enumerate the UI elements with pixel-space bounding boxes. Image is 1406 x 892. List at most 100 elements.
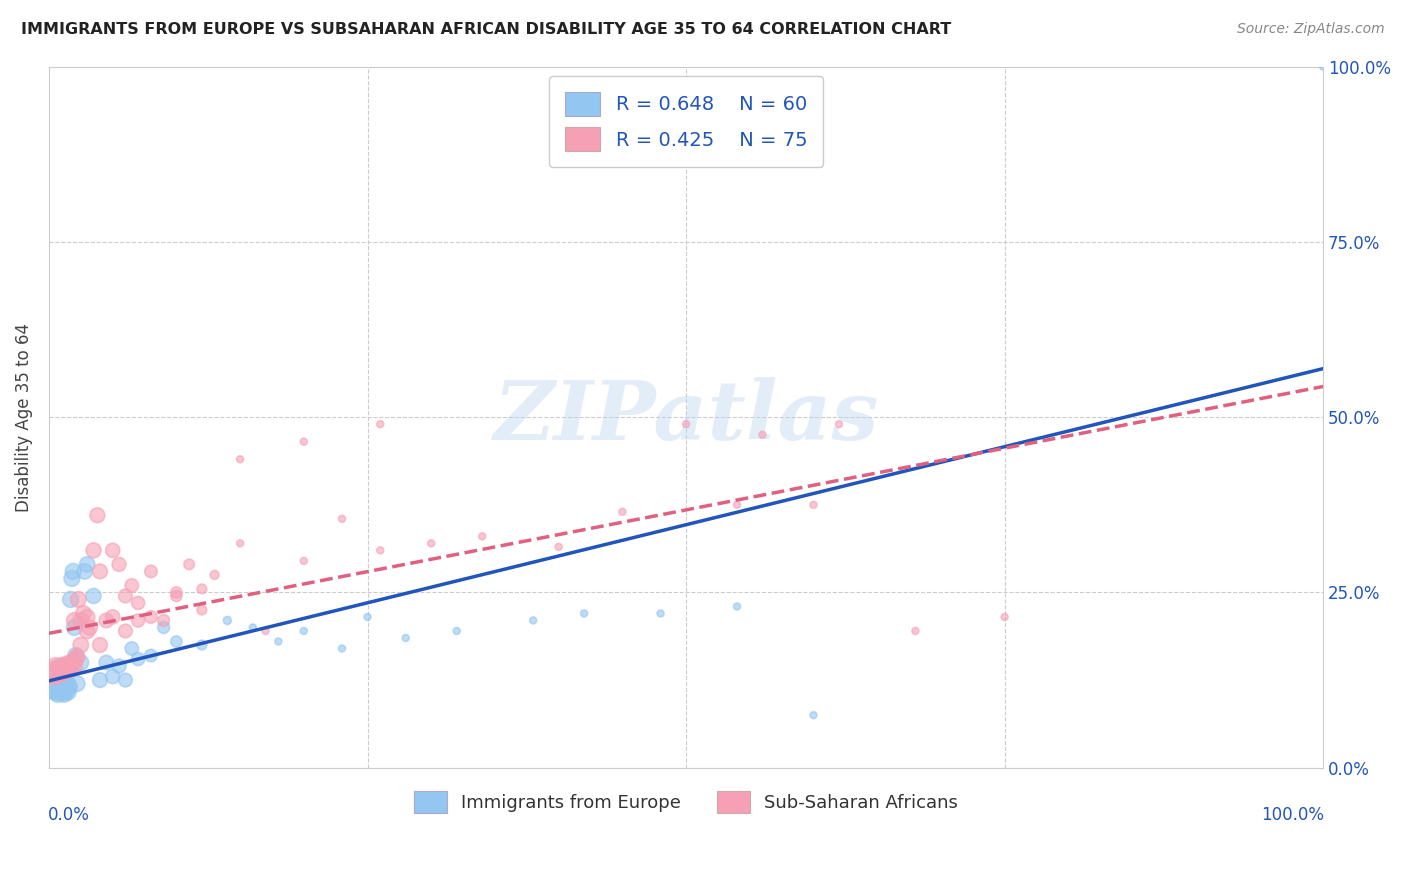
Point bbox=[65, 652, 87, 666]
Point bbox=[53, 659, 76, 673]
Point bbox=[165, 589, 187, 603]
Point bbox=[59, 663, 82, 677]
Point bbox=[63, 620, 86, 634]
Point bbox=[69, 656, 91, 670]
Point bbox=[121, 641, 143, 656]
Point bbox=[55, 663, 77, 677]
Point bbox=[56, 685, 79, 699]
Point bbox=[52, 679, 75, 693]
Point bbox=[108, 659, 131, 673]
Point bbox=[904, 624, 927, 638]
Point bbox=[368, 543, 391, 558]
Y-axis label: Disability Age 35 to 64: Disability Age 35 to 64 bbox=[15, 323, 32, 512]
Point bbox=[725, 599, 748, 614]
Point bbox=[46, 687, 69, 701]
Point bbox=[44, 685, 66, 699]
Point bbox=[59, 592, 82, 607]
Point bbox=[217, 614, 239, 628]
Point bbox=[650, 607, 672, 621]
Text: 0.0%: 0.0% bbox=[48, 806, 90, 824]
Point bbox=[471, 529, 494, 543]
Point bbox=[76, 558, 98, 572]
Point bbox=[127, 596, 149, 610]
Point bbox=[725, 498, 748, 512]
Point bbox=[101, 669, 124, 683]
Point bbox=[803, 708, 825, 723]
Point bbox=[522, 614, 544, 628]
Point bbox=[51, 666, 73, 681]
Point bbox=[48, 668, 70, 682]
Point bbox=[368, 417, 391, 432]
Point bbox=[108, 558, 131, 572]
Point bbox=[45, 664, 67, 678]
Point bbox=[330, 641, 353, 656]
Point bbox=[67, 592, 90, 607]
Text: 100.0%: 100.0% bbox=[1261, 806, 1324, 824]
Point bbox=[267, 634, 290, 648]
Text: IMMIGRANTS FROM EUROPE VS SUBSAHARAN AFRICAN DISABILITY AGE 35 TO 64 CORRELATION: IMMIGRANTS FROM EUROPE VS SUBSAHARAN AFR… bbox=[21, 22, 952, 37]
Point bbox=[330, 512, 353, 526]
Point bbox=[63, 614, 86, 628]
Point bbox=[46, 666, 69, 681]
Point bbox=[165, 585, 187, 599]
Point bbox=[44, 659, 66, 673]
Point bbox=[56, 661, 79, 675]
Point bbox=[89, 673, 111, 687]
Point bbox=[55, 685, 77, 699]
Text: ZIPatlas: ZIPatlas bbox=[494, 377, 879, 458]
Point bbox=[42, 669, 65, 683]
Point bbox=[66, 649, 89, 664]
Point bbox=[114, 624, 136, 638]
Point bbox=[44, 666, 66, 681]
Point bbox=[58, 659, 80, 673]
Point bbox=[60, 657, 83, 671]
Point bbox=[66, 676, 89, 690]
Point bbox=[48, 676, 70, 690]
Point bbox=[751, 427, 773, 442]
Point bbox=[89, 565, 111, 579]
Point bbox=[96, 656, 118, 670]
Text: Source: ZipAtlas.com: Source: ZipAtlas.com bbox=[1237, 22, 1385, 37]
Point bbox=[204, 568, 226, 582]
Point bbox=[292, 434, 315, 449]
Point bbox=[48, 683, 70, 698]
Point bbox=[45, 678, 67, 692]
Point bbox=[42, 683, 65, 698]
Point bbox=[42, 680, 65, 694]
Point bbox=[395, 631, 418, 645]
Point bbox=[612, 505, 634, 519]
Point bbox=[53, 664, 76, 678]
Point bbox=[547, 540, 569, 554]
Point bbox=[52, 661, 75, 675]
Point bbox=[55, 680, 77, 694]
Point bbox=[69, 638, 91, 652]
Point bbox=[179, 558, 201, 572]
Point bbox=[446, 624, 468, 638]
Point bbox=[121, 578, 143, 592]
Point bbox=[139, 610, 162, 624]
Point bbox=[53, 687, 76, 701]
Point bbox=[51, 678, 73, 692]
Point bbox=[42, 663, 65, 677]
Point bbox=[89, 638, 111, 652]
Point bbox=[139, 565, 162, 579]
Point bbox=[101, 610, 124, 624]
Point bbox=[152, 614, 174, 628]
Point bbox=[62, 565, 84, 579]
Point bbox=[127, 652, 149, 666]
Point bbox=[242, 620, 264, 634]
Point bbox=[48, 663, 70, 677]
Point bbox=[994, 610, 1017, 624]
Point bbox=[1312, 60, 1334, 74]
Point bbox=[76, 610, 98, 624]
Point bbox=[56, 657, 79, 671]
Point bbox=[72, 607, 94, 621]
Point bbox=[49, 659, 72, 673]
Point bbox=[51, 663, 73, 677]
Point bbox=[56, 678, 79, 692]
Point bbox=[86, 508, 108, 523]
Point bbox=[292, 554, 315, 568]
Point bbox=[45, 682, 67, 697]
Point bbox=[254, 624, 277, 638]
Point bbox=[101, 543, 124, 558]
